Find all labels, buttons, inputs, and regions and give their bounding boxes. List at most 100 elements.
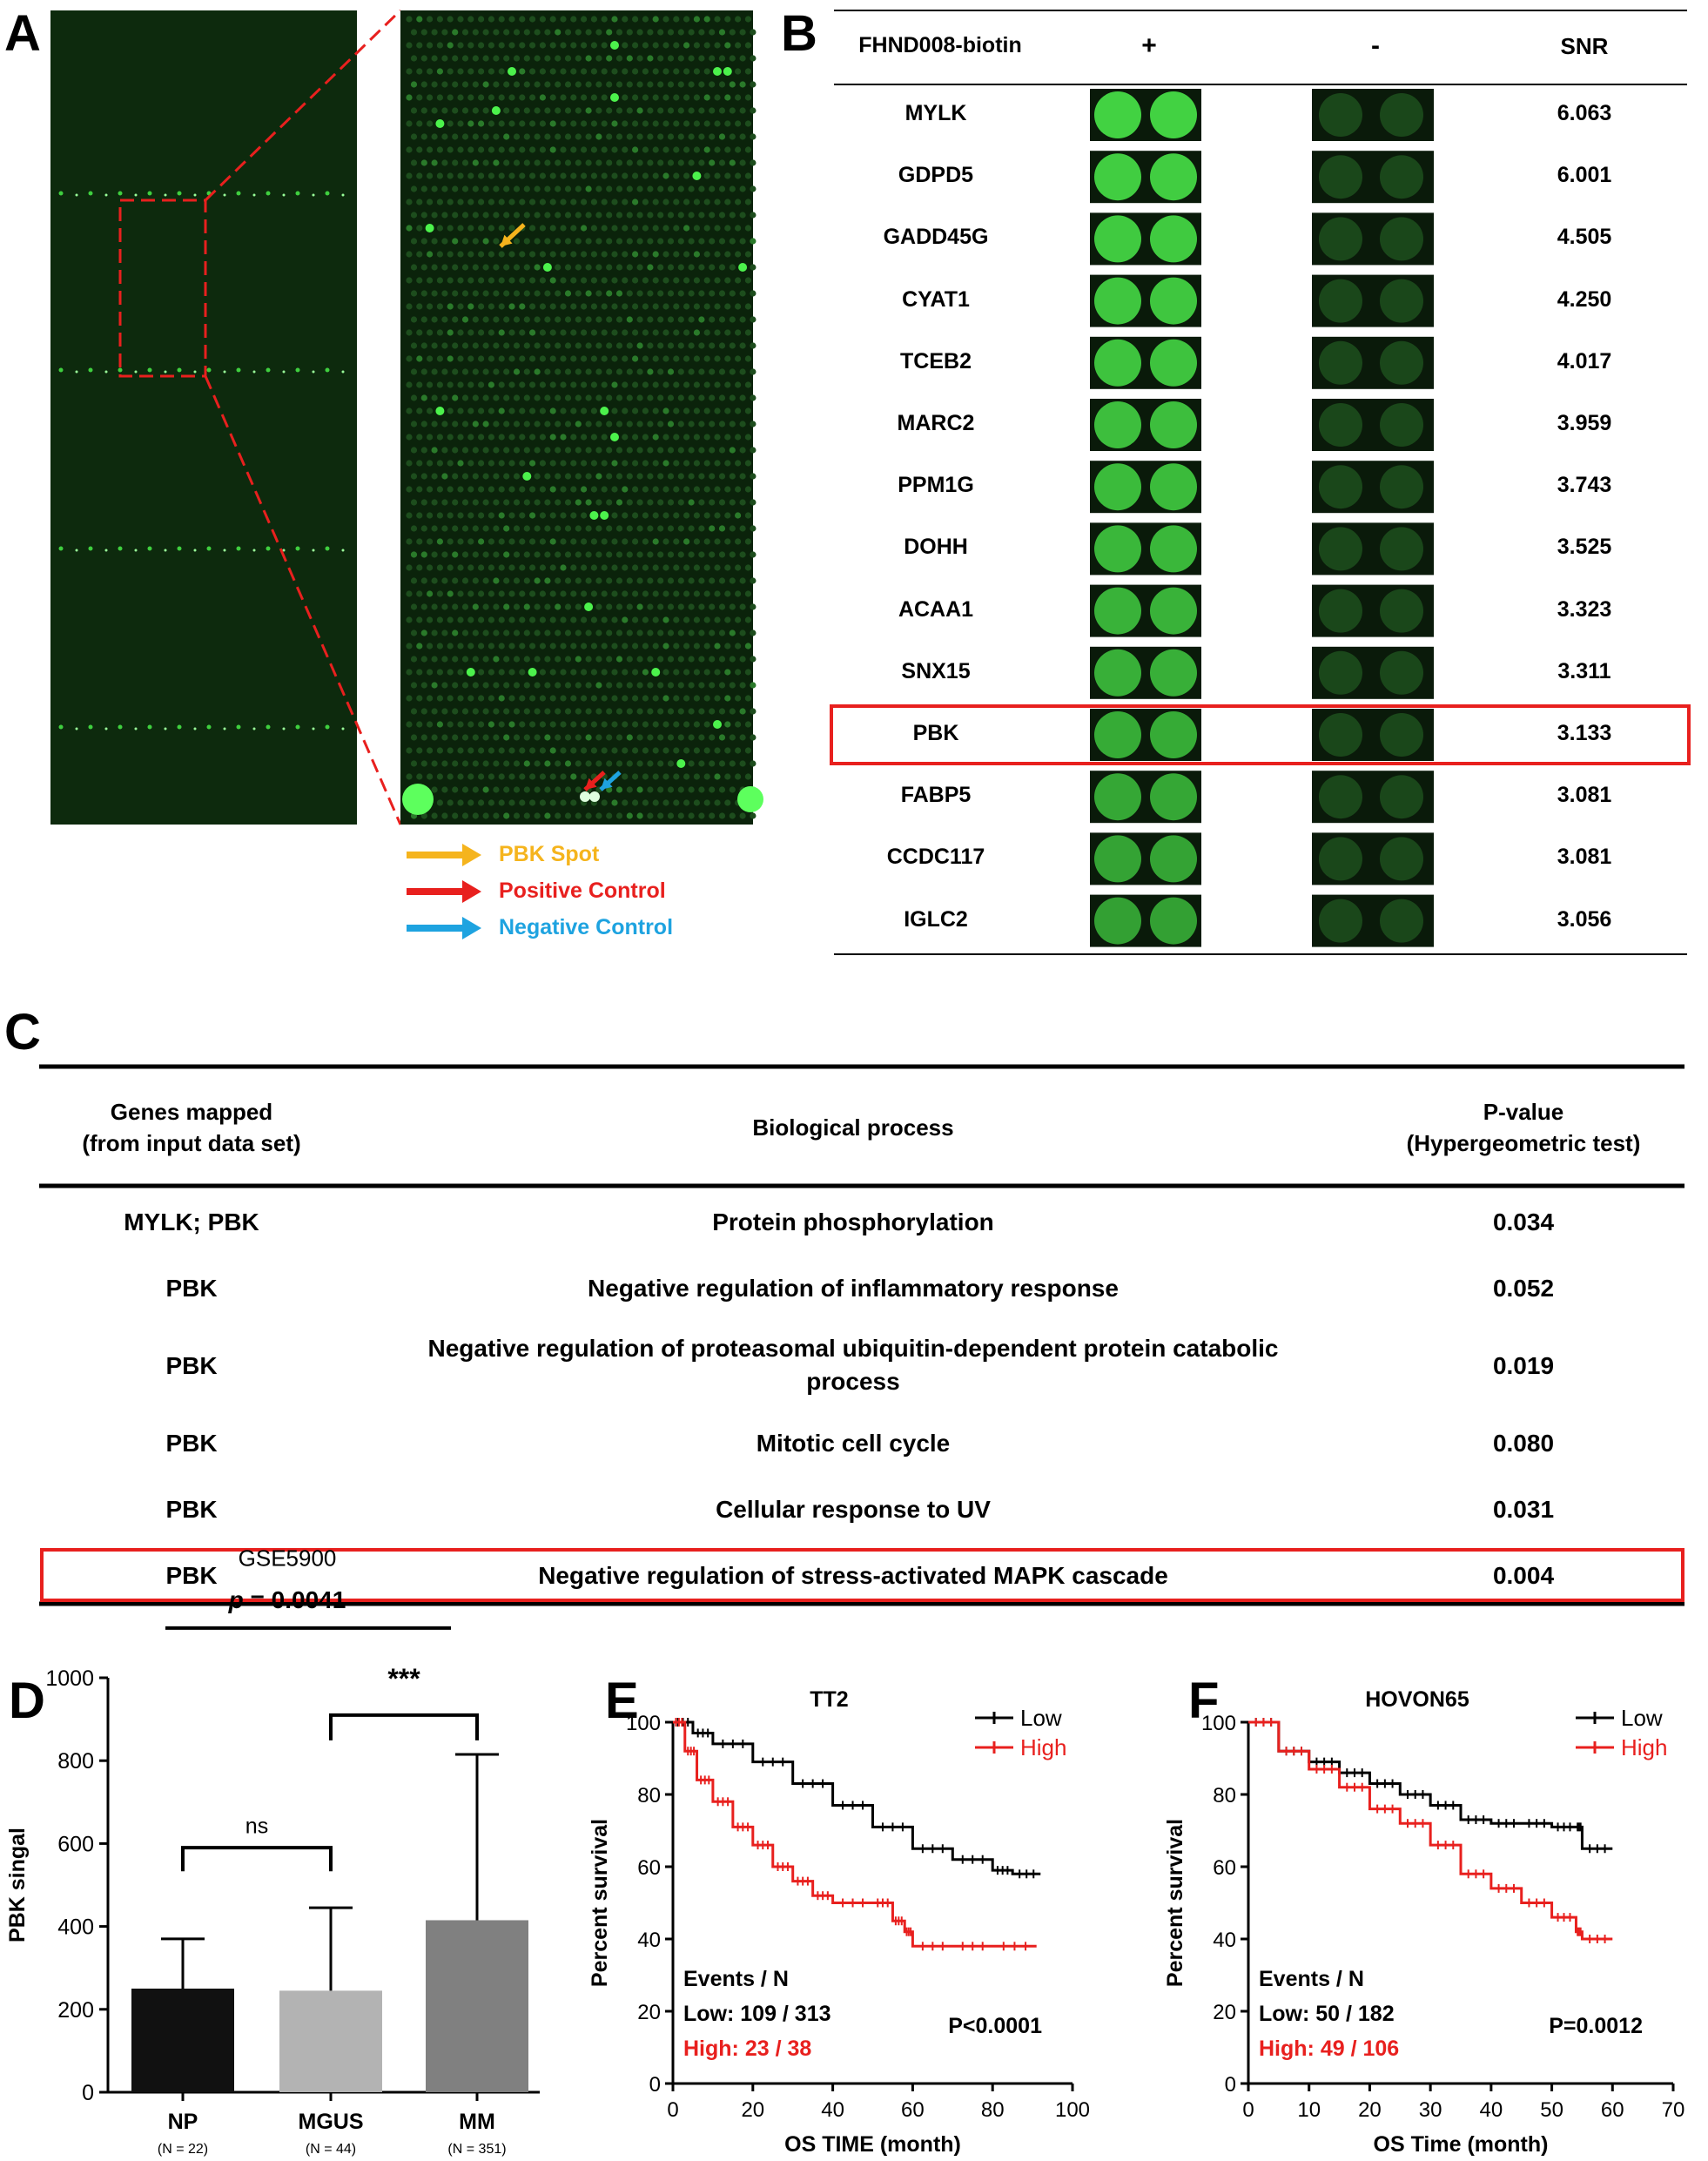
array-spot [177,367,182,373]
array-spot [750,525,756,532]
array-spot [341,549,345,552]
array-spot [88,546,93,551]
array-spot [513,682,521,689]
array-spot [544,734,551,741]
array-spot [729,629,736,636]
array-spot [544,81,551,88]
array-spot [636,708,643,715]
array-spot [452,473,459,480]
array-spot [560,94,567,101]
array-spot [606,394,613,401]
array-spot [441,734,448,741]
array-spot [164,193,167,197]
array-spot [555,368,561,375]
array-spot [606,682,613,689]
array-spot [632,68,639,75]
array-spot [744,16,752,23]
array-spot [585,185,592,192]
array-spot [431,447,438,454]
array-spot [652,251,659,258]
array-spot [657,551,664,558]
array-spot [606,159,613,166]
array-spot [709,368,716,375]
array-spot [555,786,561,793]
array-spot [134,370,138,374]
array-spot [488,225,495,232]
array-spot [534,421,541,427]
array-spot [549,486,556,493]
array-spot [104,193,108,197]
array-spot [534,473,541,480]
array-spot [703,643,710,650]
array-spot [632,225,639,232]
array-spot [575,786,582,793]
array-spot [611,16,618,23]
array-spot [467,277,474,284]
array-spot [652,434,659,441]
array-spot [164,727,167,730]
array-spot [441,133,448,140]
array-spot [693,512,701,519]
array-spot [709,264,716,271]
array-spot [416,381,423,388]
array-spot [601,434,608,441]
array-spot [420,185,427,192]
array-spot [539,42,547,49]
array-spot [493,342,500,349]
array-spot [688,55,695,62]
array-spot [688,264,695,271]
array-spot [431,185,438,192]
array-spot [431,316,438,323]
array-spot [714,42,721,49]
array-spot [410,394,418,401]
array-spot [447,199,454,205]
array-spot [488,460,495,467]
array-spot [673,538,680,545]
array-spot [472,264,479,271]
array-spot [739,421,746,427]
array-spot [544,29,551,36]
array-spot [610,433,619,441]
array-spot [718,577,726,584]
array-spot [498,172,505,179]
array-spot [406,590,413,597]
array-spot [410,238,418,245]
array-spot [431,264,438,271]
array-spot [677,447,684,454]
array-spot [549,538,556,545]
array-spot [410,212,418,219]
array-spot [714,669,721,676]
array-spot [447,460,454,467]
array-spot [488,407,495,414]
array-spot [457,407,464,414]
array-spot [436,538,443,545]
array-spot [642,381,649,388]
array-spot [688,734,695,741]
array-spot [615,342,623,349]
array-spot [406,42,413,49]
array-spot [457,434,464,441]
array-spot [677,421,684,427]
array-spot [662,460,669,467]
array-spot [467,460,474,467]
array-spot [744,68,752,75]
array-spot [714,460,721,467]
array-spot [585,29,592,36]
biological-process: Cellular response to UV [716,1496,991,1523]
array-spot [718,290,726,297]
array-spot [673,42,680,49]
array-spot [529,538,536,545]
array-spot [688,29,695,36]
array-spot [703,251,710,258]
array-spot [647,551,654,558]
array-spot [452,734,459,741]
array-spot [341,727,345,730]
array-spot [482,577,489,584]
array-spot [611,199,618,205]
array-spot [581,355,588,362]
array-spot [735,16,742,23]
array-spot [441,238,448,245]
array-spot [703,721,710,728]
array-spot [735,172,742,179]
array-spot [615,133,623,140]
